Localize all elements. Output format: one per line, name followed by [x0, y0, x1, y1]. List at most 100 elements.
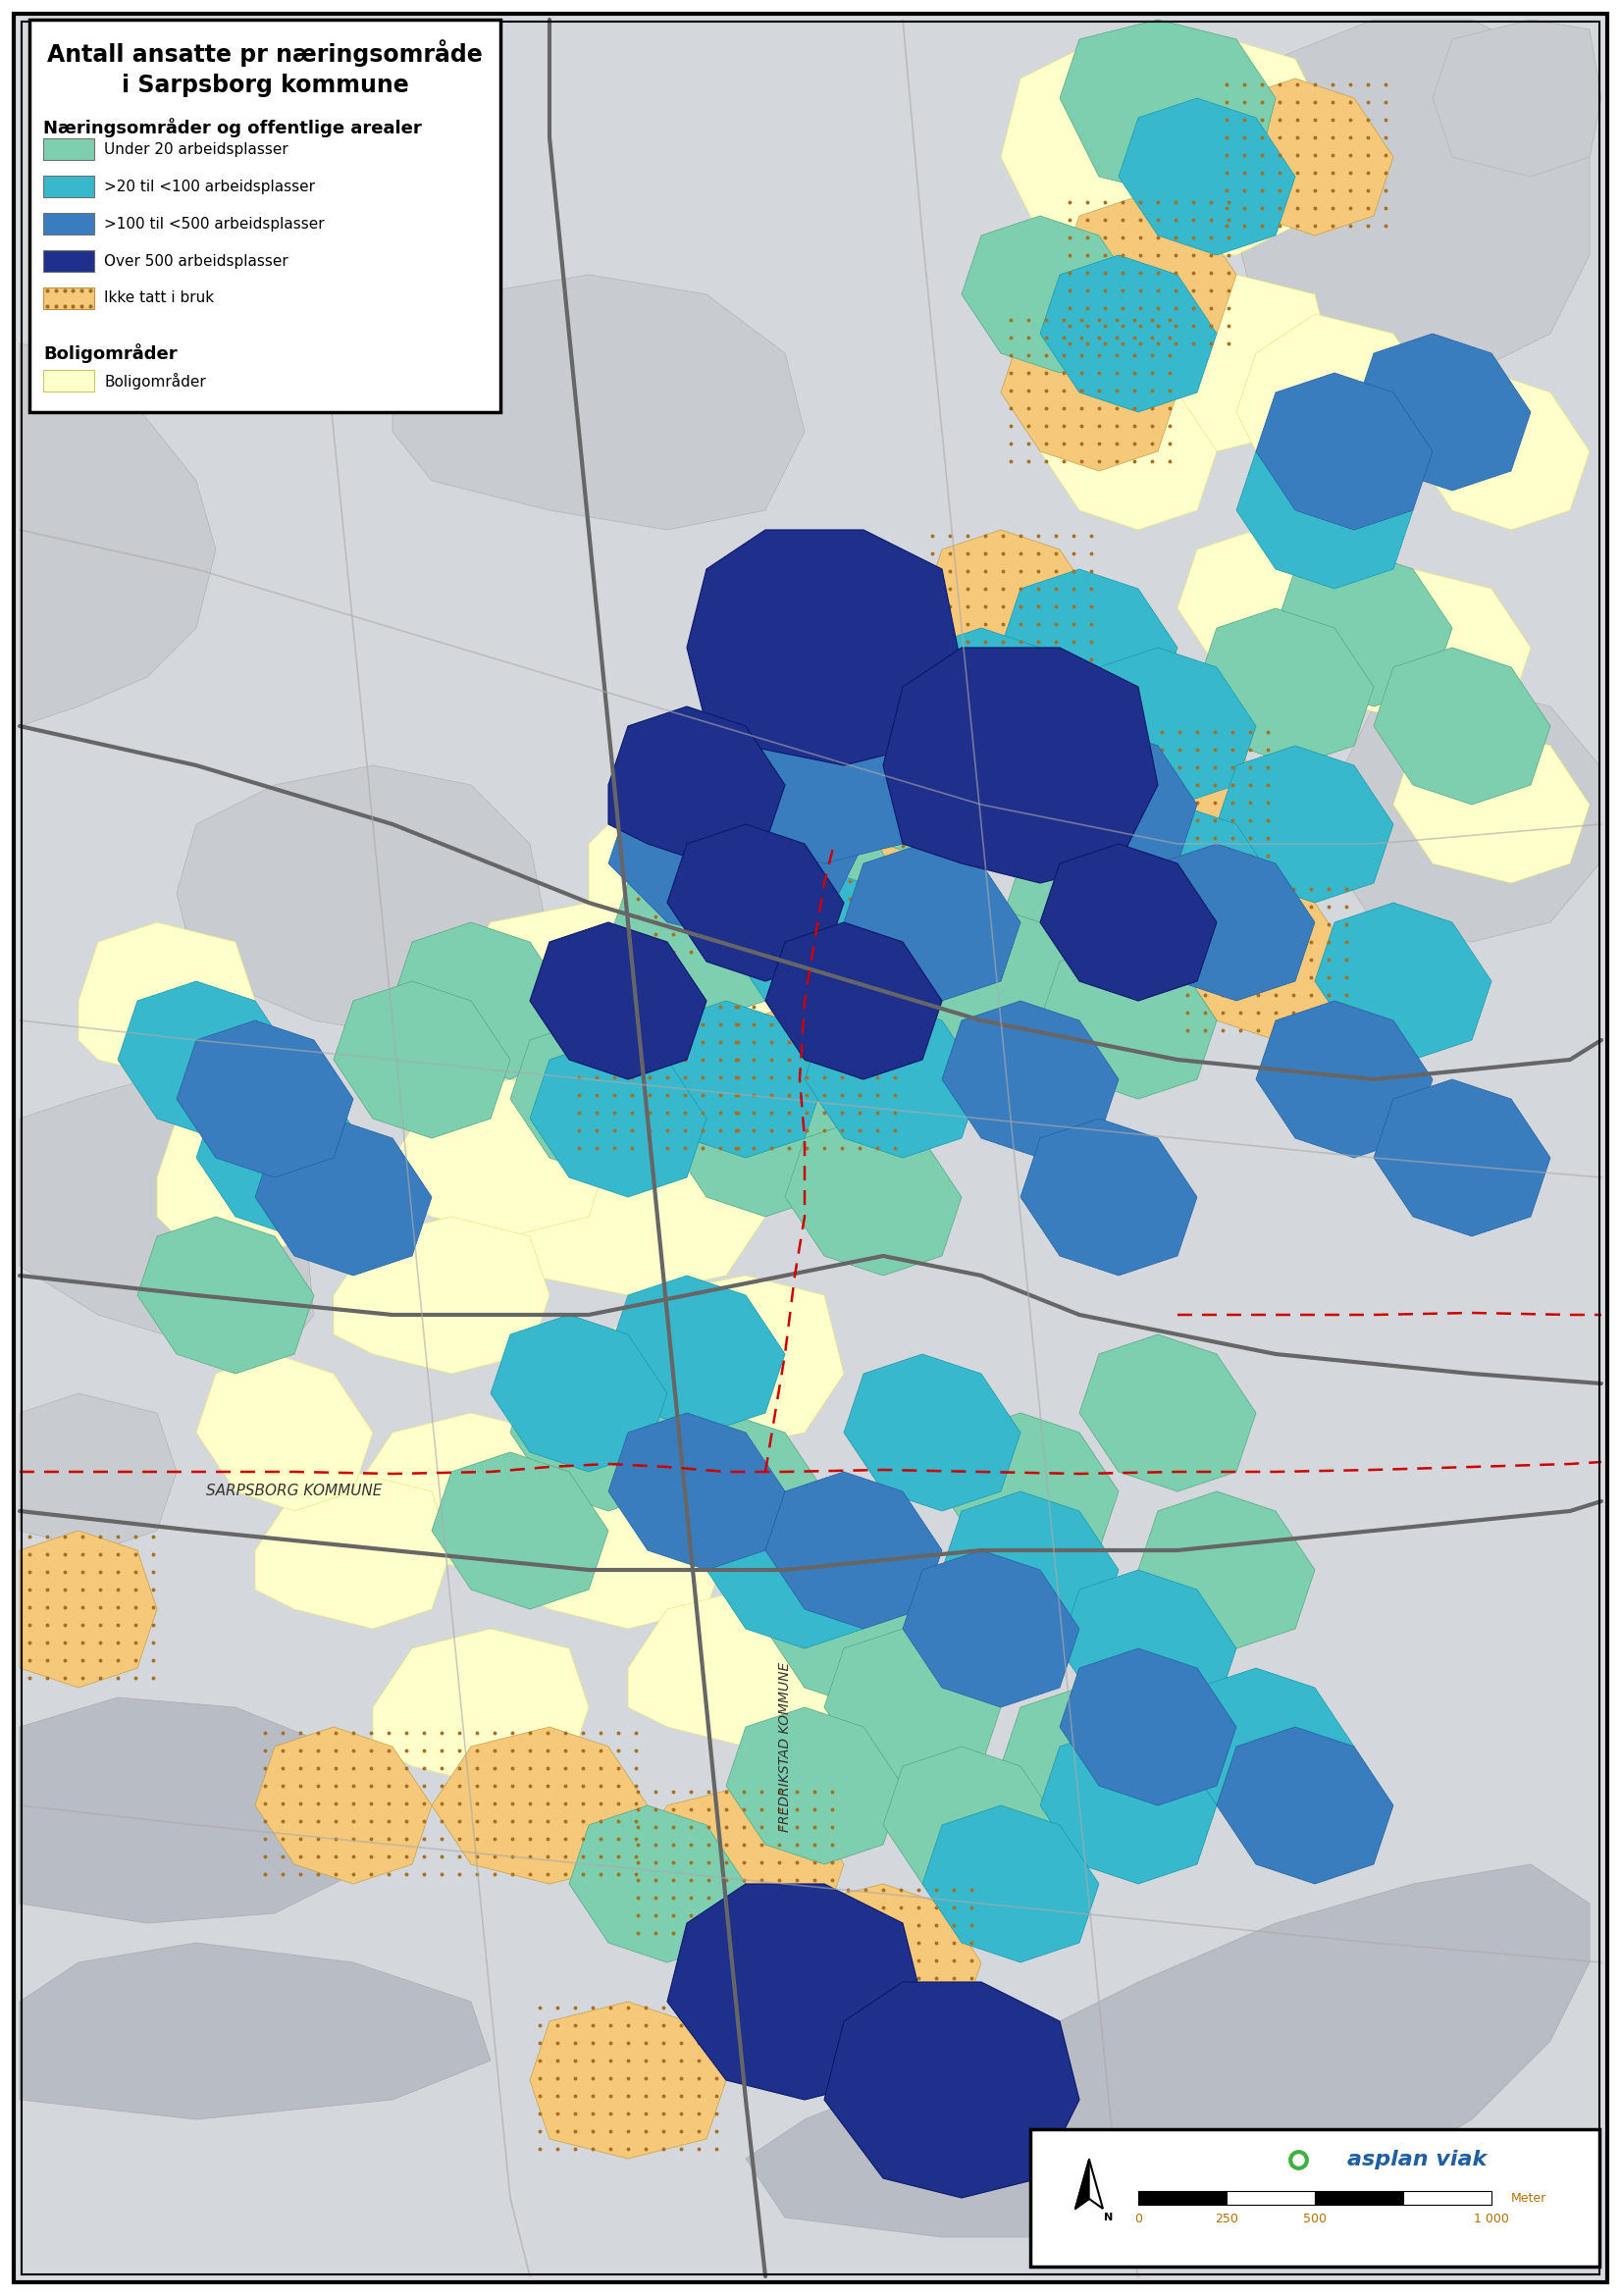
Polygon shape — [942, 1001, 1118, 1157]
Bar — [1031, 2128, 1600, 2266]
Polygon shape — [1315, 902, 1491, 1061]
Polygon shape — [530, 2002, 726, 2158]
Polygon shape — [648, 1001, 823, 1157]
Text: >20 til <100 arbeidsplasser: >20 til <100 arbeidsplasser — [104, 179, 314, 193]
Polygon shape — [511, 1019, 687, 1178]
Bar — [44, 250, 94, 271]
Polygon shape — [608, 1412, 785, 1570]
Polygon shape — [1276, 549, 1452, 707]
Polygon shape — [1196, 608, 1373, 765]
Polygon shape — [1060, 1649, 1237, 1805]
Polygon shape — [608, 1277, 785, 1433]
Polygon shape — [1000, 315, 1177, 471]
Polygon shape — [1000, 1688, 1177, 1844]
Polygon shape — [1060, 21, 1276, 195]
Polygon shape — [942, 1412, 1118, 1570]
Text: Ikke tatt i bruk: Ikke tatt i bruk — [104, 292, 214, 305]
Polygon shape — [1217, 1727, 1394, 1885]
Polygon shape — [569, 1001, 746, 1157]
Polygon shape — [530, 923, 707, 1079]
Polygon shape — [1138, 1492, 1315, 1649]
Text: Over 500 arbeidsplasser: Over 500 arbeidsplasser — [104, 253, 289, 269]
Polygon shape — [1433, 21, 1602, 177]
Polygon shape — [1177, 1667, 1354, 1825]
Polygon shape — [353, 1412, 569, 1570]
Text: 250: 250 — [1214, 2213, 1238, 2225]
Polygon shape — [726, 1001, 903, 1157]
Bar — [29, 21, 501, 411]
Polygon shape — [1041, 372, 1217, 530]
Polygon shape — [1060, 195, 1237, 354]
Polygon shape — [608, 863, 785, 1019]
Polygon shape — [627, 1589, 845, 1747]
Polygon shape — [177, 765, 550, 1040]
Polygon shape — [922, 1805, 1099, 1963]
Polygon shape — [883, 1747, 1060, 1903]
Polygon shape — [961, 726, 1157, 884]
Polygon shape — [1118, 99, 1295, 255]
Polygon shape — [118, 980, 295, 1139]
Polygon shape — [1000, 845, 1177, 1001]
Polygon shape — [511, 1118, 765, 1295]
Polygon shape — [804, 1001, 981, 1157]
Polygon shape — [627, 1786, 845, 1942]
Polygon shape — [491, 1316, 668, 1472]
Text: Næringsområder og offentlige arealer: Næringsområder og offentlige arealer — [44, 117, 421, 138]
Polygon shape — [254, 1727, 431, 1885]
Polygon shape — [19, 344, 216, 726]
Polygon shape — [707, 1492, 883, 1649]
Polygon shape — [1177, 884, 1354, 1040]
Polygon shape — [627, 804, 804, 962]
Polygon shape — [1414, 372, 1590, 530]
Text: Antall ansatte pr næringsområde: Antall ansatte pr næringsområde — [47, 39, 483, 67]
Bar — [44, 174, 94, 197]
Polygon shape — [785, 726, 981, 884]
Polygon shape — [687, 668, 942, 863]
Polygon shape — [1080, 1334, 1256, 1492]
Text: SARPSBORG KOMMUNE: SARPSBORG KOMMUNE — [206, 1483, 383, 1499]
Bar — [1227, 2190, 1315, 2204]
Text: Boligområder: Boligområder — [44, 344, 177, 363]
Polygon shape — [1075, 2161, 1089, 2209]
Polygon shape — [1237, 21, 1590, 393]
Polygon shape — [431, 1727, 648, 1885]
Text: >100 til <500 arbeidsplasser: >100 til <500 arbeidsplasser — [104, 216, 324, 232]
Polygon shape — [1000, 569, 1177, 726]
Polygon shape — [1334, 687, 1600, 941]
Polygon shape — [177, 1019, 353, 1178]
Polygon shape — [765, 923, 942, 1079]
Polygon shape — [668, 1061, 845, 1217]
Polygon shape — [1041, 845, 1217, 1001]
Polygon shape — [530, 1040, 707, 1196]
Bar — [1138, 2190, 1227, 2204]
Polygon shape — [1237, 432, 1414, 588]
Polygon shape — [392, 923, 569, 1079]
Polygon shape — [726, 1708, 903, 1864]
Text: Boligområder: Boligområder — [104, 372, 206, 388]
Polygon shape — [746, 1864, 1590, 2236]
Polygon shape — [19, 1079, 314, 1364]
Text: 0: 0 — [1135, 2213, 1143, 2225]
Polygon shape — [254, 1118, 431, 1277]
Polygon shape — [1075, 2161, 1102, 2209]
Polygon shape — [961, 216, 1138, 372]
Polygon shape — [569, 1805, 746, 1963]
Polygon shape — [608, 726, 864, 941]
Polygon shape — [668, 1885, 922, 2101]
Polygon shape — [1138, 845, 1315, 1001]
Text: 1 000: 1 000 — [1473, 2213, 1509, 2225]
Bar — [1315, 2190, 1402, 2204]
Polygon shape — [19, 1531, 157, 1688]
Polygon shape — [864, 588, 1080, 746]
Text: asplan viak: asplan viak — [1347, 2149, 1486, 2170]
Polygon shape — [19, 1394, 177, 1550]
Polygon shape — [1354, 333, 1530, 491]
Polygon shape — [157, 1100, 334, 1256]
Polygon shape — [1256, 1001, 1433, 1157]
Polygon shape — [1099, 804, 1276, 962]
Polygon shape — [823, 1981, 1080, 2197]
Bar — [44, 214, 94, 234]
Polygon shape — [765, 1472, 942, 1628]
Polygon shape — [903, 1550, 1080, 1708]
Polygon shape — [1334, 569, 1530, 726]
